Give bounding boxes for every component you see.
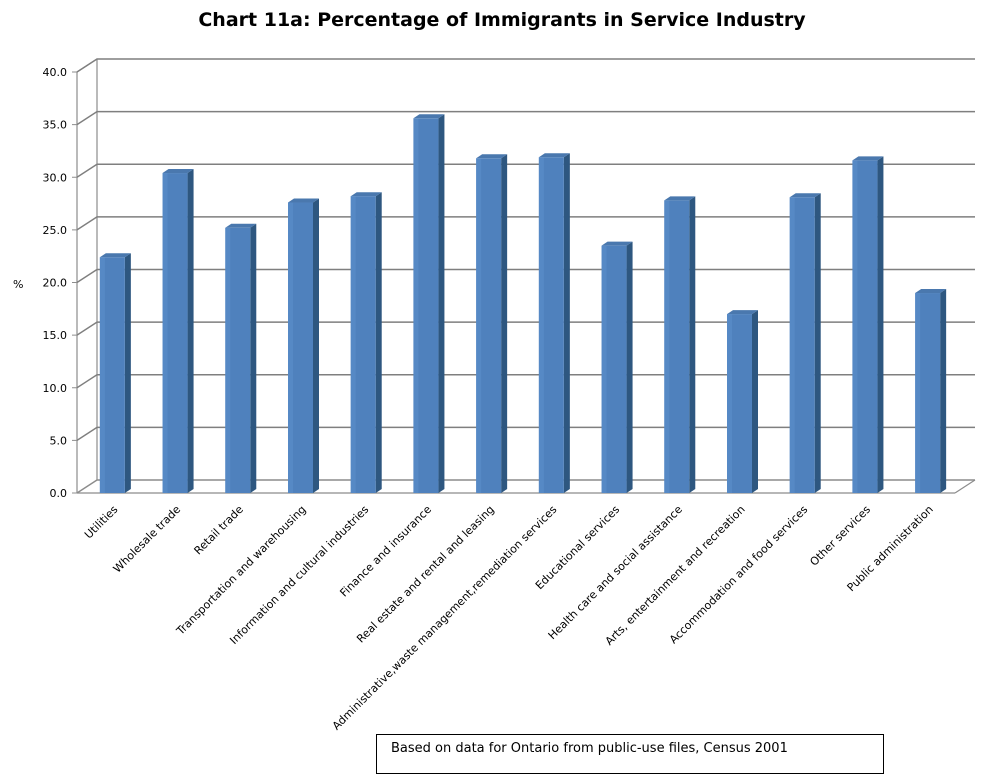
bar-side bbox=[375, 192, 382, 493]
bar bbox=[727, 310, 758, 493]
category-label: Retail trade bbox=[192, 503, 247, 558]
bar-highlight bbox=[852, 160, 858, 493]
category-label: Other services bbox=[807, 503, 873, 569]
gridline bbox=[76, 426, 975, 441]
bar bbox=[852, 156, 884, 493]
y-tick-label: 10.0 bbox=[43, 382, 68, 395]
gridline bbox=[76, 321, 975, 336]
bar-highlight bbox=[350, 196, 356, 493]
category-label: Real estate and rental and leasing bbox=[354, 503, 497, 646]
bar-highlight bbox=[162, 173, 168, 494]
category-label: Information and cultural industries bbox=[227, 503, 371, 647]
bar-top bbox=[727, 310, 758, 315]
y-tick-label: 35.0 bbox=[43, 119, 68, 132]
gridline bbox=[76, 163, 975, 178]
bar-side bbox=[752, 310, 758, 493]
y-tick-label: 0.0 bbox=[50, 487, 68, 500]
bar-side bbox=[940, 289, 947, 493]
gridline bbox=[76, 268, 975, 284]
bar-highlight bbox=[601, 245, 607, 493]
source-note-box: Based on data for Ontario from public-us… bbox=[376, 734, 884, 774]
bar-top bbox=[225, 223, 257, 228]
source-note-text: Based on data for Ontario from public-us… bbox=[391, 741, 788, 756]
category-label: Arts, entertainment and recreation bbox=[603, 503, 748, 648]
bar-side bbox=[626, 241, 633, 493]
bar-top bbox=[99, 253, 131, 258]
bar-highlight bbox=[915, 293, 921, 493]
bar-side bbox=[814, 193, 821, 493]
category-label: Transportation and warehousing bbox=[173, 503, 308, 638]
bar-top bbox=[476, 154, 508, 159]
gridline bbox=[76, 58, 975, 73]
bar-top bbox=[413, 114, 445, 119]
y-axis-ticks: 0.0 5.0 10.0 15.0 20.0 25.0 30.0 35.0 40.0 bbox=[43, 66, 77, 500]
gridline bbox=[76, 374, 975, 389]
bar-highlight bbox=[789, 197, 795, 493]
y-tick-label: 40.0 bbox=[43, 66, 68, 79]
bar bbox=[476, 154, 508, 493]
category-label: Wholesale trade bbox=[111, 503, 184, 576]
bar-top bbox=[350, 192, 382, 197]
bar-highlight bbox=[476, 158, 482, 493]
bar bbox=[162, 169, 194, 494]
bar-side bbox=[501, 154, 508, 493]
gridline bbox=[76, 479, 975, 494]
y-tick-label: 5.0 bbox=[50, 434, 68, 447]
bar-top bbox=[664, 196, 696, 201]
y-tick-label: 15.0 bbox=[43, 329, 68, 342]
bar-side bbox=[250, 223, 257, 493]
bar-top bbox=[538, 153, 570, 158]
category-label: Utilities bbox=[82, 503, 121, 542]
gridline bbox=[76, 110, 975, 126]
gridlines bbox=[76, 58, 976, 494]
floor-side-edge bbox=[954, 479, 976, 494]
bar bbox=[99, 253, 131, 493]
category-label: Health care and social assistance bbox=[546, 503, 685, 642]
gridline bbox=[76, 216, 975, 231]
bar-side bbox=[187, 169, 194, 494]
y-tick-label: 20.0 bbox=[43, 277, 68, 290]
y-axis-label: % bbox=[13, 278, 23, 291]
bar-top bbox=[915, 289, 947, 294]
bar-top bbox=[288, 198, 319, 203]
y-tick-label: 30.0 bbox=[43, 171, 68, 184]
bar bbox=[288, 198, 319, 493]
bar-side bbox=[563, 153, 570, 493]
y-tick-label: 25.0 bbox=[43, 224, 68, 237]
bar-top bbox=[601, 241, 633, 246]
bars bbox=[99, 114, 947, 494]
category-label: Accommodation and food services bbox=[667, 503, 811, 647]
bar bbox=[225, 223, 257, 493]
bar-top bbox=[789, 193, 821, 198]
bar-top bbox=[162, 169, 194, 174]
bar-highlight bbox=[225, 227, 231, 493]
category-label: Administrative,waste management,remediat… bbox=[330, 503, 560, 733]
bar-highlight bbox=[727, 314, 732, 493]
bar-highlight bbox=[538, 157, 544, 493]
bar bbox=[601, 241, 633, 493]
bar-side bbox=[877, 156, 884, 493]
bar-side bbox=[124, 253, 131, 493]
bar bbox=[664, 196, 696, 493]
chart-title: Chart 11a: Percentage of Immigrants in S… bbox=[198, 9, 806, 31]
bar-highlight bbox=[288, 202, 293, 493]
bar-top bbox=[852, 156, 884, 161]
bar-side bbox=[313, 198, 319, 493]
bar-highlight bbox=[664, 200, 670, 493]
bar bbox=[789, 193, 821, 493]
bar-side bbox=[438, 114, 445, 493]
bar-highlight bbox=[413, 118, 419, 493]
bar bbox=[413, 114, 445, 493]
bar bbox=[350, 192, 382, 493]
bar-highlight bbox=[99, 257, 105, 493]
bar bbox=[538, 153, 570, 493]
bar bbox=[915, 289, 947, 493]
bar-side bbox=[689, 196, 696, 493]
